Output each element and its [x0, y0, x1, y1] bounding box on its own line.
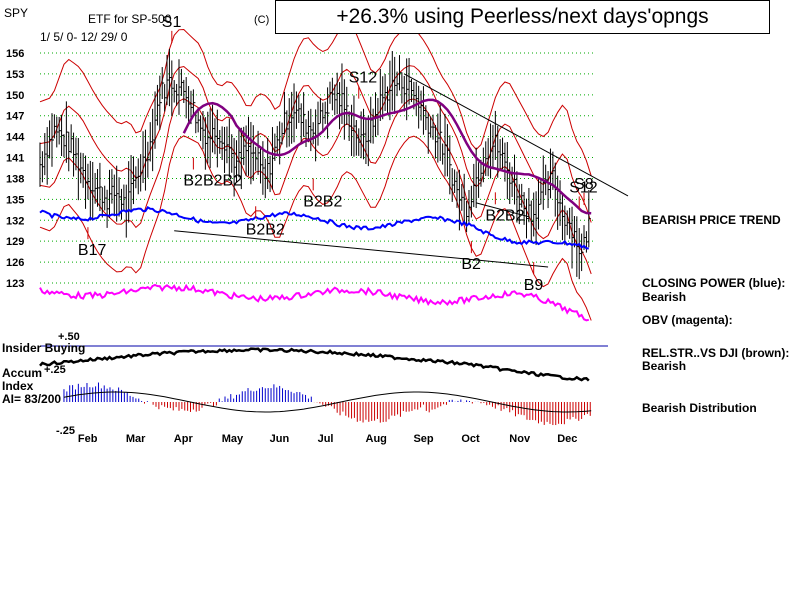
- accum-line: [39, 347, 590, 382]
- trend-lines: [174, 73, 629, 268]
- label-obv: OBV (magenta):: [642, 313, 733, 327]
- signal-label: B9: [524, 277, 544, 294]
- label-accum: Accum: [2, 366, 43, 380]
- label-ai: AI= 83/200: [2, 392, 62, 406]
- histogram-ma: [63, 391, 592, 413]
- y-tick-label: 153: [6, 69, 24, 81]
- x-tick-label: Sep: [413, 433, 433, 445]
- x-tick-label: Jul: [318, 433, 334, 445]
- y-tick-label: 156: [6, 48, 24, 60]
- x-tick-label: Feb: [78, 433, 98, 445]
- label-relstr-status: Bearish: [642, 359, 687, 373]
- ticker-label: SPY: [4, 6, 29, 20]
- y-tick-label: 123: [6, 278, 24, 290]
- y-axis-ticks: 156 153 150 147 144 141 138 135 132 129 126 123: [6, 48, 25, 290]
- signal-label: S12: [569, 179, 598, 196]
- signal-label: B2B2: [485, 207, 524, 224]
- y-tick-label: 132: [6, 215, 24, 227]
- x-tick-label: Nov: [509, 433, 531, 445]
- moving-average: [182, 98, 592, 215]
- label-index: Index: [2, 379, 34, 393]
- y-tick-label: 150: [6, 90, 24, 102]
- obv-line: [39, 283, 590, 322]
- signal-label: B17: [78, 242, 107, 259]
- label-minus25: -.25: [56, 425, 75, 437]
- label-distribution: Bearish Distribution: [642, 401, 757, 415]
- ma-line: [182, 98, 592, 215]
- performance-banner: +26.3% using Peerless/next days'opngs: [275, 0, 770, 34]
- signal-label: B2: [461, 256, 481, 273]
- signal-label: S12: [349, 70, 378, 87]
- signal-label: B2B2B2: [183, 172, 242, 189]
- closing-power: [39, 206, 589, 250]
- signal-label: B2B2: [303, 193, 342, 210]
- accumulation-panel: [39, 345, 608, 382]
- x-tick-label: Aug: [366, 433, 387, 445]
- x-tick-label: Apr: [174, 433, 194, 445]
- closing-power-line: [39, 206, 589, 250]
- short-trend-line: [476, 202, 530, 218]
- upper-band: [39, 20, 592, 176]
- support-line: [174, 230, 549, 268]
- y-tick-label: 141: [6, 153, 24, 165]
- x-tick-label: Jun: [270, 433, 290, 445]
- signal-label: S8: [574, 176, 594, 193]
- copyright-mark: (C): [254, 14, 270, 26]
- y-tick-label: 147: [6, 111, 24, 123]
- signal-label: B2B2: [246, 221, 285, 238]
- label-price-trend: BEARISH PRICE TREND: [642, 213, 781, 227]
- label-plus25-inline: +.25: [44, 364, 66, 376]
- y-tick-label: 126: [6, 257, 24, 269]
- y-tick-label: 144: [6, 132, 25, 144]
- x-tick-label: Oct: [461, 433, 480, 445]
- chart-subtitle: ETF for SP-500: [88, 12, 172, 26]
- signal-label: S1: [162, 14, 182, 31]
- grid-lines: [40, 52, 596, 284]
- obv: [39, 283, 590, 322]
- ai-histogram: [63, 382, 592, 426]
- x-axis-ticks: Feb Mar Apr May Jun Jul Aug Sep Oct Nov Dec: [78, 433, 577, 445]
- lower-band: [39, 135, 592, 321]
- upper-inner-band: [39, 65, 592, 223]
- y-tick-label: 138: [6, 173, 24, 185]
- label-plus50: +.50: [58, 331, 80, 343]
- downtrend-line: [404, 73, 629, 197]
- x-tick-label: May: [222, 433, 244, 445]
- y-tick-label: 129: [6, 236, 24, 248]
- label-relstr: REL.STR..VS DJI (brown):: [642, 346, 790, 360]
- label-closing-power-status: Bearish: [642, 290, 687, 304]
- date-range: 1/ 5/ 0- 12/ 29/ 0: [40, 30, 128, 44]
- x-tick-label: Dec: [557, 433, 577, 445]
- label-closing-power: CLOSING POWER (blue):: [642, 276, 786, 290]
- y-tick-label: 135: [6, 194, 24, 206]
- x-tick-label: Mar: [126, 433, 146, 445]
- label-insider: Insider Buying: [2, 341, 86, 355]
